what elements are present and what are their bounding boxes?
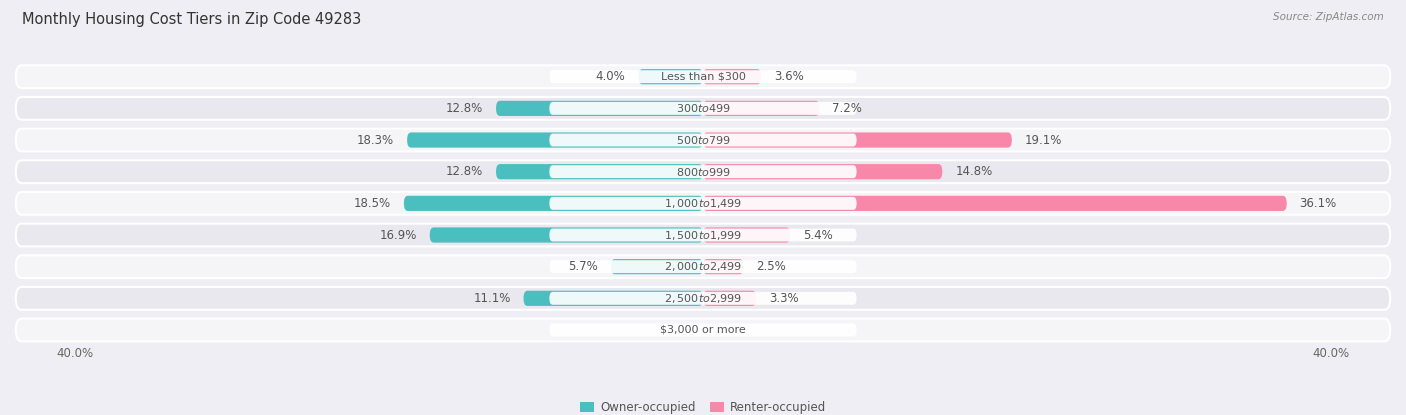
FancyBboxPatch shape	[496, 101, 703, 116]
FancyBboxPatch shape	[610, 259, 703, 274]
FancyBboxPatch shape	[703, 259, 744, 274]
FancyBboxPatch shape	[550, 324, 856, 337]
FancyBboxPatch shape	[408, 132, 703, 148]
FancyBboxPatch shape	[15, 287, 1391, 310]
FancyBboxPatch shape	[703, 227, 790, 243]
FancyBboxPatch shape	[703, 132, 1012, 148]
FancyBboxPatch shape	[550, 165, 856, 178]
Text: $300 to $499: $300 to $499	[675, 103, 731, 115]
FancyBboxPatch shape	[638, 69, 703, 84]
FancyBboxPatch shape	[550, 260, 856, 273]
FancyBboxPatch shape	[703, 69, 761, 84]
FancyBboxPatch shape	[496, 164, 703, 179]
Text: 19.1%: 19.1%	[1025, 134, 1062, 146]
FancyBboxPatch shape	[15, 192, 1391, 215]
Text: 36.1%: 36.1%	[1299, 197, 1337, 210]
FancyBboxPatch shape	[404, 196, 703, 211]
FancyBboxPatch shape	[430, 227, 703, 243]
Text: 12.8%: 12.8%	[446, 165, 484, 178]
FancyBboxPatch shape	[15, 255, 1391, 278]
Text: $1,500 to $1,999: $1,500 to $1,999	[664, 229, 742, 242]
Text: 40.0%: 40.0%	[56, 347, 93, 360]
Text: $800 to $999: $800 to $999	[675, 166, 731, 178]
FancyBboxPatch shape	[703, 291, 756, 306]
FancyBboxPatch shape	[15, 224, 1391, 247]
Text: $500 to $799: $500 to $799	[675, 134, 731, 146]
Text: 18.5%: 18.5%	[354, 197, 391, 210]
Text: 14.8%: 14.8%	[955, 165, 993, 178]
FancyBboxPatch shape	[550, 102, 856, 115]
Text: 16.9%: 16.9%	[380, 229, 416, 242]
FancyBboxPatch shape	[15, 97, 1391, 120]
Text: Monthly Housing Cost Tiers in Zip Code 49283: Monthly Housing Cost Tiers in Zip Code 4…	[22, 12, 361, 27]
Legend: Owner-occupied, Renter-occupied: Owner-occupied, Renter-occupied	[575, 396, 831, 415]
Text: 7.2%: 7.2%	[832, 102, 862, 115]
Text: $2,500 to $2,999: $2,500 to $2,999	[664, 292, 742, 305]
FancyBboxPatch shape	[15, 65, 1391, 88]
Text: $3,000 or more: $3,000 or more	[661, 325, 745, 335]
FancyBboxPatch shape	[550, 197, 856, 210]
Text: 40.0%: 40.0%	[1313, 347, 1350, 360]
FancyBboxPatch shape	[550, 70, 856, 83]
Text: 11.1%: 11.1%	[474, 292, 510, 305]
FancyBboxPatch shape	[703, 101, 820, 116]
FancyBboxPatch shape	[15, 319, 1391, 342]
Text: 18.3%: 18.3%	[357, 134, 394, 146]
Text: 12.8%: 12.8%	[446, 102, 484, 115]
Text: Source: ZipAtlas.com: Source: ZipAtlas.com	[1272, 12, 1384, 22]
Text: 3.6%: 3.6%	[775, 70, 804, 83]
FancyBboxPatch shape	[550, 134, 856, 146]
FancyBboxPatch shape	[15, 129, 1391, 151]
FancyBboxPatch shape	[550, 292, 856, 305]
FancyBboxPatch shape	[703, 164, 942, 179]
Text: 5.4%: 5.4%	[803, 229, 832, 242]
FancyBboxPatch shape	[703, 196, 1286, 211]
FancyBboxPatch shape	[523, 291, 703, 306]
Text: Less than $300: Less than $300	[661, 72, 745, 82]
FancyBboxPatch shape	[550, 229, 856, 242]
Text: 5.7%: 5.7%	[568, 260, 598, 273]
Text: $1,000 to $1,499: $1,000 to $1,499	[664, 197, 742, 210]
Text: 2.5%: 2.5%	[756, 260, 786, 273]
Text: 4.0%: 4.0%	[596, 70, 626, 83]
Text: $2,000 to $2,499: $2,000 to $2,499	[664, 260, 742, 273]
FancyBboxPatch shape	[15, 160, 1391, 183]
Text: 3.3%: 3.3%	[769, 292, 799, 305]
